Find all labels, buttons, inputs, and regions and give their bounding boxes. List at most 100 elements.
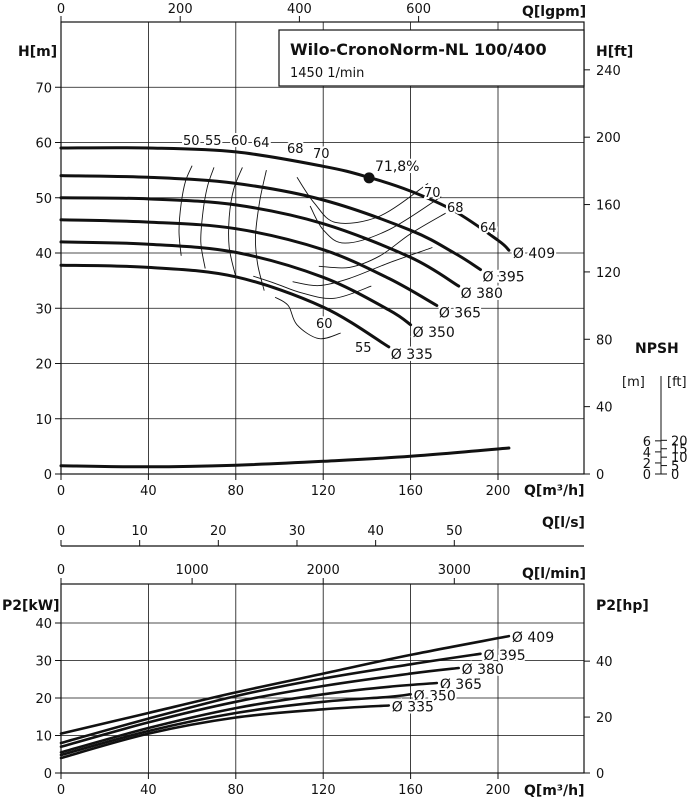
head-y-tick-label: 70 [35, 81, 52, 96]
head-x-tick-label: 200 [486, 484, 511, 499]
npsh-ft-tick-label: 5 [671, 460, 679, 475]
head-left-axis-title: H[m] [18, 44, 57, 60]
head-curve [59, 218, 439, 307]
power-x-tick-label: 0 [57, 783, 65, 798]
efficiency-label: 60 [231, 134, 248, 149]
efficiency-isoline [296, 177, 429, 224]
npsh-m-tick-label: 6 [643, 435, 651, 450]
head-curve-label: Ø 380 [461, 286, 503, 302]
power-y-tick-label: 20 [35, 692, 52, 707]
npsh-ft-tick-label: 20 [671, 434, 688, 449]
efficiency-label: 70 [424, 186, 441, 201]
head-top-tick-label: 600 [406, 2, 431, 17]
power-curve [59, 666, 460, 749]
head-x-tick-label: 40 [140, 484, 157, 499]
ls-tick-label: 20 [210, 524, 227, 539]
npsh-m-tick-label: 4 [643, 446, 651, 461]
head-right-tick-label: 240 [596, 64, 621, 79]
efficiency-label: 50 [183, 134, 200, 149]
head-curve-label: Ø 350 [413, 325, 455, 341]
lmin-axis-title: Q[l/min] [522, 566, 586, 582]
power-y-tick-label: 40 [35, 617, 52, 632]
lmin-tick-label: 0 [57, 563, 65, 578]
efficiency-label: 64 [480, 221, 497, 236]
npsh-curve [59, 446, 511, 469]
head-plot-frame [60, 21, 585, 475]
power-bottom-axis-title: Q[m³/h] [524, 783, 585, 799]
power-grid [61, 584, 584, 773]
head-curves [59, 146, 511, 469]
power-curve-label: Ø 409 [512, 630, 554, 646]
npsh-ft-tick-label: 10 [671, 451, 688, 466]
npsh-ft-tick-label: 0 [671, 468, 679, 483]
head-curve-label: Ø 395 [483, 270, 525, 286]
power-curve-label: Ø 395 [484, 648, 526, 664]
power-flow-axes: 0 10 20 30 40 50 0 1000 2000 3000 [57, 524, 584, 584]
head-curve [59, 146, 511, 252]
power-curve-label: Ø 365 [440, 677, 482, 693]
efficiency-isoline [274, 296, 341, 340]
npsh-unit-m: [m] [622, 375, 645, 390]
power-y-tick-label: 10 [35, 730, 52, 745]
power-x-tick-label: 80 [228, 783, 245, 798]
power-right-axis-title: P2[hp] [596, 598, 649, 614]
lmin-tick-label: 2000 [307, 563, 340, 578]
head-top-tick-label: 200 [168, 2, 193, 17]
power-curve-label: Ø 350 [414, 688, 456, 704]
head-y-tick-label: 20 [35, 358, 52, 373]
power-x-tick-label: 40 [140, 783, 157, 798]
efficiency-label: 68 [447, 201, 464, 216]
head-curve [59, 240, 413, 327]
head-curve [59, 263, 391, 349]
power-axis-ticks: 0 40 80 120 160 200 0 10 20 30 40 0 20 40 [35, 617, 612, 798]
head-top-tick-label: 0 [57, 2, 65, 17]
head-curve [59, 174, 482, 272]
head-curve-label: Ø 335 [391, 347, 433, 363]
ls-tick-label: 50 [446, 524, 463, 539]
power-y-tick-label: 30 [35, 655, 52, 670]
head-curve-label: Ø 409 [513, 246, 555, 262]
head-plot: 0 40 80 120 160 200 0 10 20 30 40 50 60 70 0 200 400 600 0… [18, 2, 633, 499]
efficiency-label: 70 [313, 147, 330, 162]
efficiency-isoline [292, 247, 433, 287]
efficiency-label: 55 [355, 341, 372, 356]
head-x-tick-label: 120 [311, 484, 336, 499]
ls-axis-title: Q[l/s] [542, 515, 585, 531]
power-curve [59, 693, 412, 757]
head-y-tick-label: 30 [35, 302, 52, 317]
head-x-tick-label: 0 [57, 484, 65, 499]
efficiency-label: 68 [287, 142, 304, 157]
power-plot-frame [60, 583, 585, 774]
chart-title: Wilo-CronoNorm-NL 100/400 [290, 40, 547, 59]
npsh-title: NPSH [635, 341, 679, 357]
power-right-tick-label: 20 [596, 711, 613, 726]
efficiency-label: 71,8% [375, 159, 419, 175]
head-right-tick-label: 120 [596, 266, 621, 281]
lmin-tick-label: 1000 [176, 563, 209, 578]
efficiency-isoline [253, 275, 372, 299]
power-x-tick-label: 120 [311, 783, 336, 798]
head-right-tick-label: 0 [596, 468, 604, 483]
head-curve-label: Ø 365 [439, 305, 481, 321]
head-curve [59, 196, 461, 288]
efficiency-isoline [178, 165, 193, 256]
head-right-tick-label: 40 [596, 401, 613, 416]
efficiency-label: 64 [253, 136, 270, 151]
head-x-tick-label: 80 [228, 484, 245, 499]
head-right-tick-label: 80 [596, 333, 613, 348]
power-right-tick-label: 0 [596, 767, 604, 782]
head-y-tick-label: 10 [35, 413, 52, 428]
power-curve [59, 704, 391, 760]
head-top-axis-title: Q[lgpm] [522, 4, 586, 20]
power-curve [59, 652, 482, 745]
ls-tick-label: 10 [131, 524, 148, 539]
power-x-tick-label: 160 [398, 783, 423, 798]
bep-marker [363, 172, 375, 184]
power-curve-label: Ø 380 [462, 662, 504, 678]
head-bottom-axis-title: Q[m³/h] [524, 483, 585, 499]
power-curve-label: Ø 335 [392, 700, 434, 716]
npsh-m-tick-label: 2 [643, 457, 651, 472]
head-right-tick-label: 160 [596, 199, 621, 214]
